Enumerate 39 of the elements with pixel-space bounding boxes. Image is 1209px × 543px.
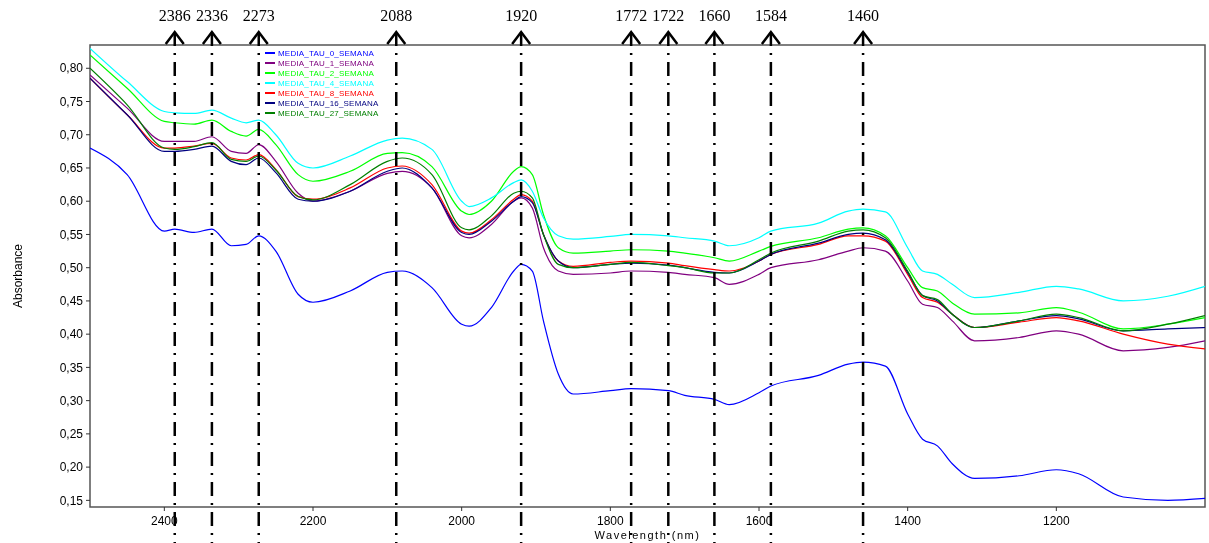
y-axis-title: Absorbance — [11, 243, 25, 309]
ref-line-label: 1660 — [698, 7, 731, 24]
ref-line-label: 2273 — [242, 7, 275, 24]
y-tick-label: 0,80 — [59, 61, 84, 76]
y-tick-label: 0,25 — [59, 427, 84, 442]
y-tick-label: 0,50 — [59, 260, 84, 275]
ref-line-label: 2386 — [158, 7, 191, 24]
y-tick-label: 0,65 — [59, 161, 84, 176]
ref-line-label: 1722 — [652, 7, 685, 24]
legend-label: MEDIA_TAU_1_SEMANA — [278, 59, 375, 68]
y-tick-label: 0,70 — [59, 127, 84, 142]
x-tick-label: 1200 — [1042, 514, 1070, 528]
legend-label: MEDIA_TAU_27_SEMANA — [278, 109, 380, 118]
y-tick-label: 0,15 — [59, 493, 84, 508]
y-tick-label: 0,75 — [59, 94, 84, 109]
legend-label: MEDIA_TAU_4_SEMANA — [278, 79, 375, 88]
line-series — [90, 147, 1205, 501]
x-tick-label: 2200 — [299, 514, 327, 528]
x-tick-label: 1400 — [894, 514, 922, 528]
ref-line-label: 1460 — [847, 7, 880, 24]
ref-line-label: 1772 — [615, 7, 648, 24]
y-tick-label: 0,20 — [59, 460, 84, 475]
x-tick-label: 1800 — [596, 514, 624, 528]
legend-label: MEDIA_TAU_16_SEMANA — [278, 99, 380, 108]
x-axis-title: Wavelength (nm) — [594, 529, 701, 541]
ref-line-label: 1920 — [505, 7, 538, 24]
legend-label: MEDIA_TAU_8_SEMANA — [278, 89, 375, 98]
ref-line-label: 2088 — [380, 7, 413, 24]
legend-label: MEDIA_TAU_2_SEMANA — [278, 69, 375, 78]
y-tick-label: 0,60 — [59, 194, 84, 209]
ref-line-label: 2336 — [195, 7, 228, 24]
y-tick-label: 0,55 — [59, 227, 84, 242]
y-tick-label: 0,45 — [59, 294, 84, 309]
y-tick-label: 0,30 — [59, 393, 84, 408]
legend-label: MEDIA_TAU_0_SEMANA — [278, 49, 375, 58]
y-tick-label: 0,35 — [59, 360, 84, 375]
y-tick-label: 0,40 — [59, 327, 84, 342]
ref-line-label: 1584 — [754, 7, 787, 24]
x-tick-label: 2000 — [448, 514, 476, 528]
